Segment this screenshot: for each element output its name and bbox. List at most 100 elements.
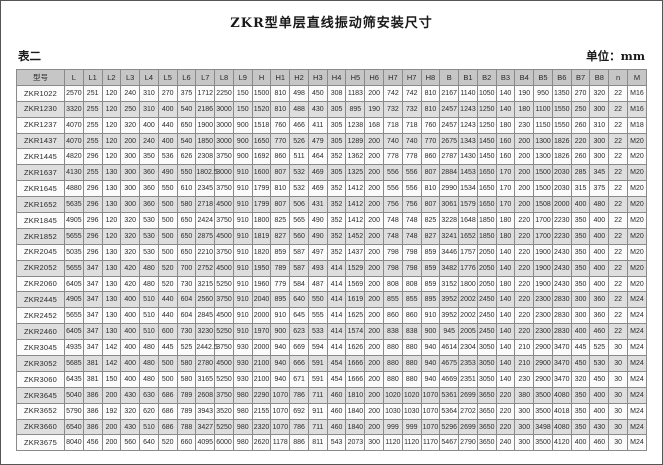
value-cell-l7: 2210 <box>195 243 216 261</box>
value-cell-b8: 430 <box>589 418 610 436</box>
value-cell-h: 2000 <box>251 339 272 357</box>
value-cell-b6: 4018 <box>551 402 572 420</box>
value-cell-h8: 1170 <box>420 434 441 452</box>
value-cell-h: 1819 <box>251 227 272 245</box>
value-cell-h2: 498 <box>289 84 309 102</box>
value-cell-h5: 1529 <box>345 259 366 277</box>
value-cell-b8: 400 <box>589 386 610 404</box>
value-cell-n: 22 <box>608 212 628 229</box>
value-cell-b5: 950 <box>533 84 553 102</box>
value-cell-b2: 3650 <box>476 386 497 404</box>
value-cell-b7: 400 <box>570 323 591 341</box>
value-cell-l7: 2718 <box>195 196 216 214</box>
value-cell-b2: 1650 <box>476 180 497 198</box>
value-cell-l2: 130 <box>101 259 122 277</box>
value-cell-b4: 210 <box>514 339 535 357</box>
value-cell-b4: 220 <box>514 307 535 325</box>
value-cell-b6: 3470 <box>551 355 572 372</box>
value-cell-l8: 5250 <box>214 323 234 341</box>
value-cell-b6: 1550 <box>551 100 572 118</box>
value-cell-b7: 300 <box>570 307 591 325</box>
value-cell-l2: 130 <box>101 307 122 325</box>
value-cell-h8: 859 <box>420 275 441 293</box>
value-cell-h1: 859 <box>270 243 291 261</box>
value-cell-b5: 1300 <box>533 148 553 166</box>
table-row: ZKR2060 6405 347 130 420 480 520 730 3215 5250 910… <box>16 275 648 293</box>
value-cell-h2: 671 <box>289 370 309 388</box>
value-cell-h1: 940 <box>270 339 291 357</box>
value-cell-l: 5790 <box>64 402 84 420</box>
value-cell-l3: 400 <box>120 291 141 309</box>
value-cell-b4: 300 <box>514 402 535 420</box>
value-cell-b: 3241 <box>439 227 460 245</box>
value-cell-h8: 810 <box>420 100 441 118</box>
value-cell-b7: 400 <box>570 434 591 452</box>
value-cell-h7: 556 <box>383 180 403 198</box>
value-cell-b5: 1700 <box>533 212 553 229</box>
value-cell-l5: 400 <box>157 132 178 150</box>
value-cell-l: 4905 <box>64 212 84 229</box>
value-cell-b4: 300 <box>514 434 535 452</box>
value-cell-l4: 360 <box>139 180 159 198</box>
value-cell-h5: 1625 <box>345 307 366 325</box>
column-header-h5: H5 <box>345 69 366 86</box>
value-cell-b2: 2050 <box>476 243 497 261</box>
value-cell-l8: 3750 <box>214 386 234 404</box>
value-cell-b5: 1508 <box>533 196 553 214</box>
value-cell-l7: 2780 <box>195 355 216 372</box>
value-cell-l5: 520 <box>157 434 178 452</box>
value-cell-h7: 880 <box>383 355 403 372</box>
value-cell-h3: 591 <box>307 355 328 372</box>
value-cell-l5: 500 <box>157 196 178 214</box>
value-cell-h4: 352 <box>326 227 347 245</box>
value-cell-b5: 3500 <box>533 402 553 420</box>
value-cell-b3: 140 <box>495 307 516 325</box>
value-cell-b8: 530 <box>589 355 610 372</box>
value-cell-l2: 130 <box>101 196 122 214</box>
value-cell-b5: 1150 <box>533 116 553 134</box>
value-cell-h: 1692 <box>251 148 272 166</box>
value-cell-l2: 200 <box>101 386 122 404</box>
value-cell-b7: 285 <box>570 164 591 182</box>
value-cell-l9: 900 <box>232 132 253 150</box>
table-row: ZKR1437 4070 255 120 200 240 400 540 1850 3000 900… <box>16 132 648 150</box>
value-cell-l4: 240 <box>139 132 159 150</box>
value-cell-l3: 430 <box>120 386 141 404</box>
value-cell-h2: 587 <box>289 259 309 277</box>
value-cell-b4: 180 <box>514 100 535 118</box>
value-cell-h: 2100 <box>251 355 272 372</box>
value-cell-b4: 200 <box>514 164 535 182</box>
value-cell-l7: 3427 <box>195 418 216 436</box>
value-cell-m: M24 <box>626 434 648 452</box>
value-cell-n: 22 <box>608 259 628 277</box>
value-cell-b7: 400 <box>570 196 591 214</box>
value-cell-b: 2167 <box>439 84 460 102</box>
value-cell-b3: 140 <box>495 291 516 309</box>
value-cell-h7: 1030 <box>401 402 422 420</box>
value-cell-l9: 900 <box>232 148 253 166</box>
model-cell: ZKR1852 <box>16 227 65 245</box>
value-cell-l8: 4500 <box>214 355 234 372</box>
value-cell-b8: 310 <box>589 116 610 134</box>
value-cell-l2: 120 <box>101 148 122 166</box>
column-header-l2: L2 <box>101 69 122 86</box>
value-cell-l3: 420 <box>120 275 141 293</box>
column-header-l1: L1 <box>82 69 103 86</box>
value-cell-b3: 220 <box>495 418 516 436</box>
value-cell-h7: 860 <box>383 307 403 325</box>
model-cell: ZKR2052 <box>16 259 65 277</box>
column-header-h1: H1 <box>270 69 291 86</box>
value-cell-l: 6435 <box>64 370 84 388</box>
value-cell-l1: 296 <box>82 180 103 198</box>
value-cell-b8: 480 <box>589 196 610 214</box>
value-cell-b5: 1500 <box>533 164 553 182</box>
table-label: 表二 <box>18 49 41 63</box>
value-cell-l: 4070 <box>64 132 84 150</box>
value-cell-b7: 220 <box>570 132 591 150</box>
value-cell-b8: 345 <box>589 164 610 182</box>
value-cell-l5: 686 <box>157 418 178 436</box>
value-cell-l: 5635 <box>64 196 84 214</box>
value-cell-m: M24 <box>626 355 648 372</box>
value-cell-h7: 748 <box>401 227 422 245</box>
value-cell-b1: 2002 <box>458 307 478 325</box>
